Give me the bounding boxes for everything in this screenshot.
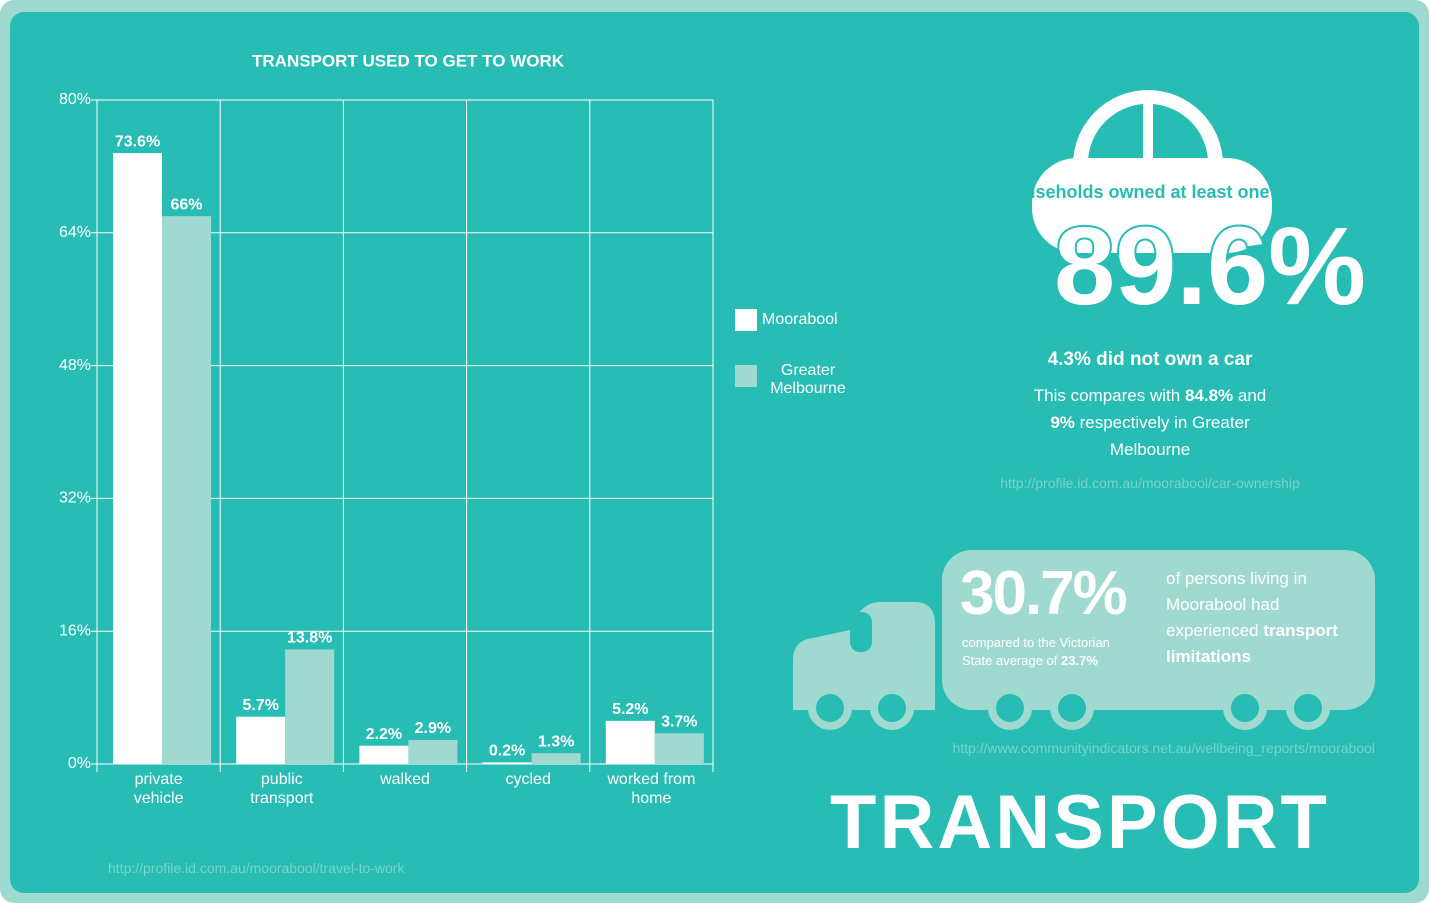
text: 23.7% (1061, 653, 1098, 668)
legend-swatch (735, 309, 757, 331)
bar (408, 740, 457, 764)
value-label: 2.9% (415, 720, 451, 737)
car-source: http://profile.id.com.au/moorabool/car-o… (950, 475, 1350, 491)
x-tick-label: walked (355, 770, 455, 789)
bar (359, 746, 408, 764)
truck-text: of persons living in Moorabool had exper… (1166, 566, 1366, 670)
car-big-value: 89.6% (1054, 205, 1366, 328)
value-label: 73.6% (115, 133, 160, 150)
value-label: 5.2% (612, 701, 648, 718)
x-tick-label: public transport (232, 770, 332, 808)
car-compare: This compares with 84.8% and 9% respecti… (1030, 382, 1270, 463)
truck-source: http://www.communityindicators.net.au/we… (952, 740, 1375, 756)
bar (532, 753, 581, 764)
y-tick-label: 32% (59, 490, 91, 507)
not-own-text: did not own a car (1096, 349, 1252, 370)
y-tick-label: 16% (59, 622, 91, 639)
y-tick-label: 80% (59, 91, 91, 108)
not-own: 4.3% did not own a car (1030, 349, 1270, 371)
truck-window (850, 612, 872, 652)
text: This compares with (1034, 386, 1185, 405)
bar (483, 762, 532, 764)
bar (285, 649, 334, 764)
value-label: 66% (170, 196, 202, 213)
not-own-value: 4.3% (1048, 349, 1091, 370)
value-label: 0.2% (489, 743, 525, 760)
value-label: 1.3% (538, 733, 574, 750)
bar (606, 721, 655, 764)
y-tick-label: 64% (59, 224, 91, 241)
bar (236, 717, 285, 764)
x-tick-label: worked from home (601, 770, 701, 808)
value-label: 3.7% (661, 714, 697, 731)
truck-compare: compared to the Victorian State average … (962, 634, 1137, 670)
value-label: 5.7% (242, 697, 278, 714)
page: TRANSPORT USED TO GET TO WORK households… (0, 0, 1429, 903)
text: respectively in Greater Melbourne (1075, 413, 1250, 459)
value-label: 13.8% (287, 630, 332, 647)
text: and (1233, 386, 1266, 405)
truck-wheels (812, 690, 1326, 726)
bar (162, 216, 211, 764)
chart-title: TRANSPORT USED TO GET TO WORK (252, 51, 565, 70)
x-tick-label: cycled (478, 770, 578, 789)
text: 9% (1050, 413, 1075, 432)
legend-label: Greater Melbourne (762, 362, 854, 398)
text: 84.8% (1185, 386, 1233, 405)
y-tick-label: 48% (59, 357, 91, 374)
truck-value: 30.7% (960, 558, 1126, 629)
page-title: TRANSPORT (830, 780, 1330, 865)
bar (655, 733, 704, 764)
chart-source: http://profile.id.com.au/moorabool/trave… (108, 860, 404, 876)
value-label: 2.2% (366, 726, 402, 743)
legend-label: Moorabool (762, 311, 854, 329)
x-tick-label: private vehicle (109, 770, 209, 808)
legend-swatch (735, 365, 757, 387)
y-tick-label: 0% (68, 755, 91, 772)
car-label: households owned at least one car (1002, 182, 1301, 202)
bar (113, 153, 162, 764)
